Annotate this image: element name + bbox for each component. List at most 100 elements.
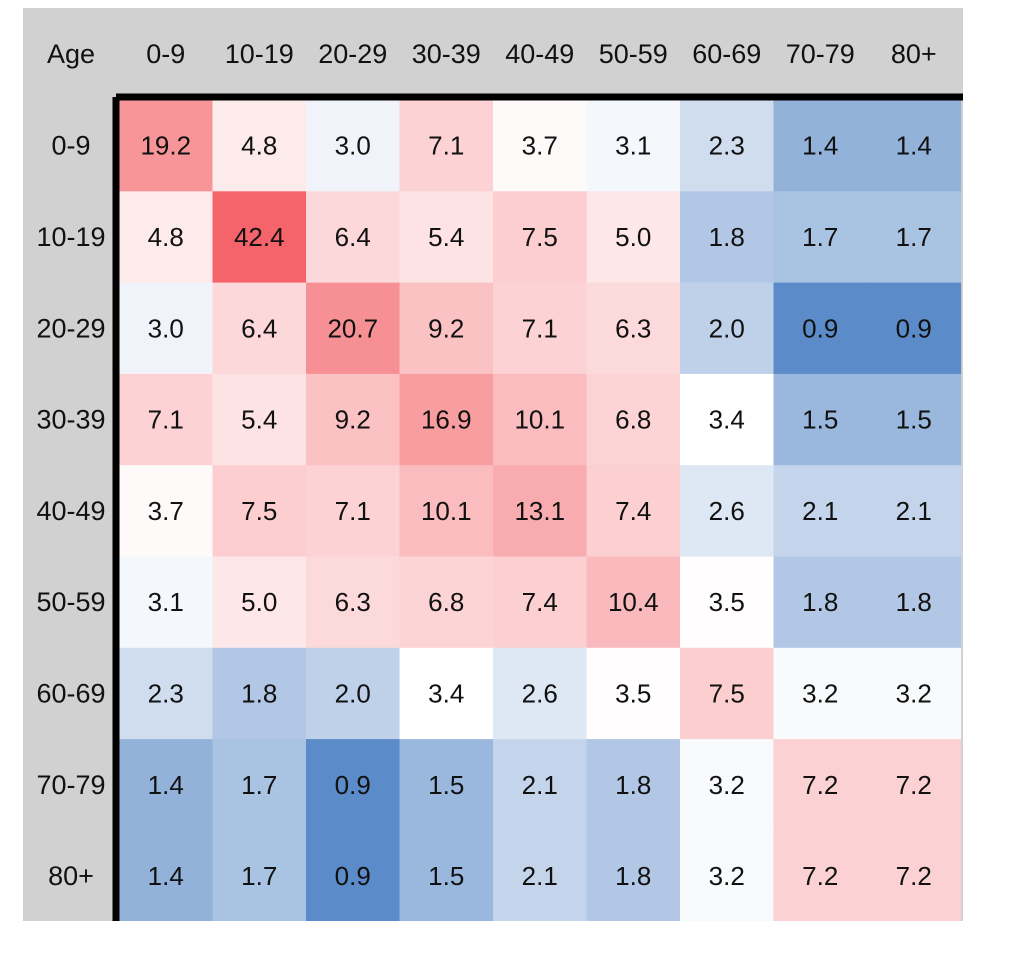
- heatmap-cell: [212, 739, 307, 831]
- heatmap-cell: [586, 282, 681, 375]
- heatmap-cell: [586, 191, 681, 284]
- heatmap-cell: [773, 830, 868, 921]
- column-header: 80+: [891, 39, 937, 69]
- column-header: 10-19: [225, 39, 294, 69]
- heatmap-cell: [586, 647, 681, 740]
- row-header: 10-19: [36, 222, 105, 252]
- cell-value: 7.1: [148, 405, 184, 435]
- heatmap-cell: [586, 465, 681, 558]
- cell-value: 10.4: [608, 587, 659, 617]
- cell-value: 3.0: [335, 131, 371, 161]
- heatmap-cell: [586, 100, 681, 192]
- heatmap-cell: [680, 282, 775, 375]
- cell-value: 1.7: [802, 222, 838, 252]
- heatmap-cell: [773, 373, 868, 466]
- cell-value: 3.2: [709, 861, 745, 891]
- cell-value: 1.8: [802, 587, 838, 617]
- heatmap-cell: [212, 830, 307, 921]
- heatmap-cell: [680, 191, 775, 284]
- heatmap-cell: [586, 739, 681, 831]
- cell-value: 2.1: [896, 496, 932, 526]
- cell-value: 3.2: [802, 678, 838, 708]
- heatmap-cell: [493, 465, 588, 558]
- cell-value: 7.1: [335, 496, 371, 526]
- cell-value: 0.9: [802, 313, 838, 343]
- cell-value: 7.1: [428, 131, 464, 161]
- column-header: 0-9: [146, 39, 185, 69]
- cell-value: 1.4: [148, 861, 184, 891]
- cell-value: 7.2: [896, 770, 932, 800]
- cell-value: 1.4: [896, 131, 932, 161]
- cell-value: 4.8: [148, 222, 184, 252]
- cell-value: 2.0: [709, 313, 745, 343]
- column-header: 60-69: [692, 39, 761, 69]
- cell-value: 6.3: [615, 313, 651, 343]
- heatmap-cell: [586, 830, 681, 921]
- cell-value: 3.4: [428, 678, 464, 708]
- cell-value: 1.8: [615, 770, 651, 800]
- cell-value: 1.8: [709, 222, 745, 252]
- cell-value: 1.5: [896, 405, 932, 435]
- cell-value: 7.2: [802, 861, 838, 891]
- cell-value: 7.5: [522, 222, 558, 252]
- heatmap-cell: [586, 556, 681, 649]
- heatmap-cell: [493, 556, 588, 649]
- cell-value: 3.2: [896, 678, 932, 708]
- heatmap-cell: [867, 556, 962, 649]
- heatmap-cell: [680, 556, 775, 649]
- heatmap-cell: [493, 373, 588, 466]
- column-header: 40-49: [505, 39, 574, 69]
- cell-value: 6.8: [615, 405, 651, 435]
- heatmap-cell: [493, 282, 588, 375]
- heatmap-cell: [212, 100, 307, 192]
- heatmap-cell: [306, 282, 401, 375]
- heatmap-cell: [119, 282, 214, 375]
- cell-value: 5.0: [241, 587, 277, 617]
- cell-value: 7.4: [522, 587, 558, 617]
- cell-value: 7.5: [241, 496, 277, 526]
- cell-value: 1.8: [241, 678, 277, 708]
- heatmap-cell: [306, 100, 401, 192]
- heatmap-cell: [306, 647, 401, 740]
- cell-value: 1.7: [896, 222, 932, 252]
- heatmap-cell: [119, 373, 214, 466]
- heatmap-cell: [399, 100, 494, 192]
- heatmap-cell: [119, 739, 214, 831]
- cell-value: 3.5: [615, 678, 651, 708]
- cell-value: 2.0: [335, 678, 371, 708]
- heatmap-cell: [399, 191, 494, 284]
- cell-value: 0.9: [335, 770, 371, 800]
- heatmap-cell: [212, 465, 307, 558]
- cell-value: 16.9: [421, 405, 472, 435]
- cell-value: 1.5: [428, 770, 464, 800]
- heatmap-cell: [493, 647, 588, 740]
- heatmap-cell: [773, 739, 868, 831]
- heatmap-cell: [119, 100, 214, 192]
- cell-value: 3.7: [522, 131, 558, 161]
- heatmap-cell: [680, 373, 775, 466]
- heatmap-cell: [773, 465, 868, 558]
- corner-label: Age: [47, 39, 95, 69]
- heatmap-cell: [306, 373, 401, 466]
- row-header: 40-49: [36, 496, 105, 526]
- heatmap-cell: [399, 830, 494, 921]
- cell-value: 2.6: [709, 496, 745, 526]
- row-header: 0-9: [51, 131, 90, 161]
- heatmap-cell: [119, 556, 214, 649]
- cell-value: 9.2: [428, 313, 464, 343]
- heatmap-cell: [306, 739, 401, 831]
- heatmap-frame: Age 0-9 10-19 20-29 30-39 40-49 50-59 60-69 70-7…: [23, 8, 963, 921]
- cell-value: 1.7: [241, 861, 277, 891]
- heatmap-cell: [306, 191, 401, 284]
- cell-value: 1.4: [148, 770, 184, 800]
- cell-value: 5.0: [615, 222, 651, 252]
- cell-value: 3.4: [709, 405, 745, 435]
- heatmap-cell: [493, 191, 588, 284]
- heatmap-cell: [306, 556, 401, 649]
- cell-value: 2.1: [522, 770, 558, 800]
- column-header: 30-39: [412, 39, 481, 69]
- heatmap-cell: [867, 465, 962, 558]
- heatmap-cell: [399, 647, 494, 740]
- cell-value: 2.1: [802, 496, 838, 526]
- heatmap-cell: [493, 100, 588, 192]
